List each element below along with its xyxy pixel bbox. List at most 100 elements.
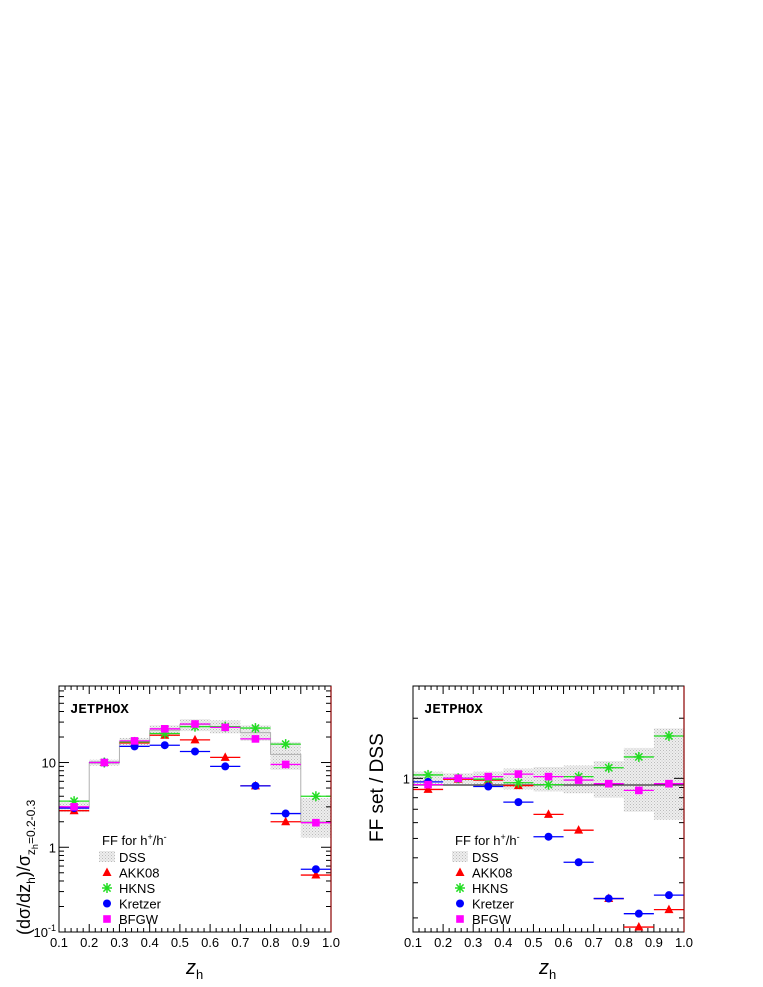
- left-y-tick-label: 10: [42, 756, 56, 771]
- right-x-tick-label: 0.7: [585, 935, 603, 950]
- right-kretzer-point: [634, 909, 643, 918]
- left-annotation: JETPHOX: [70, 702, 129, 718]
- right-akk08-point: [544, 809, 553, 818]
- left-y-tick-label: 10-1: [34, 923, 56, 940]
- right-x-axis-label: zh: [538, 957, 556, 982]
- right-bfgw-point: [454, 774, 462, 783]
- right-legend-label: AKK08: [472, 866, 512, 881]
- right-x-tick-label: 0.2: [434, 935, 452, 950]
- left-legend-swatch-akk08: [102, 867, 112, 876]
- left-legend-label: HKNS: [119, 881, 155, 896]
- left-hkns-point: [310, 791, 321, 802]
- right-hkns-point: [603, 762, 614, 773]
- left-y-tick-label: 1: [49, 840, 56, 855]
- left-x-tick-label: 0.5: [171, 935, 189, 950]
- right-bfgw-point: [635, 786, 643, 795]
- left-kretzer-point: [281, 809, 290, 818]
- right-x-tick-label: 0.3: [464, 935, 482, 950]
- left-bfgw-point: [221, 723, 230, 732]
- right-x-tick-label: 0.6: [555, 935, 573, 950]
- right-legend-label: Kretzer: [472, 897, 515, 912]
- right-x-tick-label: 0.5: [524, 935, 542, 950]
- left-x-tick-label: 0.8: [262, 935, 280, 950]
- right-hkns-point: [513, 777, 524, 788]
- right-data-markers: [413, 730, 684, 931]
- left-legend-label: Kretzer: [119, 897, 162, 912]
- right-bfgw-point: [484, 772, 493, 781]
- right-hkns-point: [633, 751, 644, 762]
- left-data-markers: [59, 720, 331, 879]
- right-kretzer-point: [484, 782, 493, 791]
- left-akk08-point: [281, 816, 291, 826]
- right-x-tick-label: 0.1: [404, 935, 422, 950]
- left-bfgw-point: [70, 803, 78, 811]
- right-x-tick-label: 0.9: [645, 935, 663, 950]
- left-bfgw-point: [312, 818, 320, 827]
- left-x-tick-label: 0.3: [110, 935, 128, 950]
- right-akk08-point: [423, 784, 433, 793]
- left-bfgw-point: [100, 758, 109, 767]
- left-akk08-point: [190, 734, 200, 744]
- right-bfgw-point: [574, 776, 583, 784]
- left-x-tick-label: 0.7: [231, 935, 249, 950]
- left-hkns-point: [280, 739, 291, 750]
- left-akk08-point: [220, 752, 230, 761]
- left-bfgw-point: [191, 720, 199, 728]
- right-x-tick-label: 1.0: [675, 935, 693, 950]
- left-akk08-point: [311, 870, 321, 879]
- left-band-bin: [300, 798, 331, 838]
- left-x-tick-label: 0.1: [50, 935, 68, 950]
- left-legend-swatch-bfgw: [103, 915, 111, 923]
- left-kretzer-point: [191, 747, 199, 756]
- right-y-axis-label: FF set / DSS: [367, 733, 388, 842]
- left-legend-label: BFGW: [119, 912, 159, 927]
- left-y-axis-label: (dσ/dzh)/σzh=0.2-0.3: [14, 799, 40, 935]
- left-x-tick-label: 0.4: [141, 935, 159, 950]
- right-kretzer-point: [574, 858, 583, 867]
- left-x-axis-label: zh: [185, 957, 203, 982]
- left-legend-swatch-kretzer: [103, 899, 111, 908]
- right-akk08-point: [574, 825, 584, 834]
- left-bfgw-point: [251, 735, 260, 743]
- left-bfgw-point: [160, 725, 169, 733]
- left-kretzer-point: [160, 741, 169, 750]
- right-kretzer-point: [544, 832, 553, 841]
- left-x-tick-label: 1.0: [322, 935, 340, 950]
- left-legend-swatch-dss: [99, 851, 115, 862]
- left-legend-label: DSS: [119, 850, 146, 865]
- right-bfgw-point: [544, 772, 553, 781]
- right-hkns-point: [543, 779, 554, 790]
- right-legend-label: HKNS: [472, 881, 508, 896]
- left-x-tick-label: 0.2: [80, 935, 98, 950]
- right-x-tick-label: 0.4: [494, 935, 512, 950]
- right-y-ticks: 1: [403, 717, 684, 919]
- right-band-bin: [653, 728, 684, 820]
- right-y-tick-label: 1: [403, 771, 410, 786]
- right-bfgw-point: [514, 770, 523, 778]
- left-bfgw-point: [281, 760, 290, 769]
- right-chart-panel: 0.1 0.2 0.3 0.4 0.5 0.6 0.7 0.8 0.9 1.0 1 JETPHOX…: [367, 685, 693, 982]
- left-kretzer-point: [221, 762, 230, 771]
- left-bfgw-point: [130, 737, 139, 745]
- right-legend-swatch-hkns: [455, 883, 465, 893]
- right-kretzer-point: [514, 798, 523, 807]
- left-hkns-point: [250, 723, 261, 734]
- right-legend-label: DSS: [472, 850, 499, 865]
- right-akk08-point: [634, 922, 644, 931]
- right-kretzer-point: [604, 894, 613, 903]
- left-x-tick-label: 0.9: [292, 935, 310, 950]
- right-akk08-point: [664, 904, 674, 914]
- right-bfgw-point: [665, 779, 673, 788]
- right-bfgw-point: [424, 780, 432, 789]
- right-x-tick-label: 0.8: [615, 935, 633, 950]
- right-annotation: JETPHOX: [424, 702, 483, 718]
- right-legend-swatch-kretzer: [456, 899, 464, 908]
- left-legend-swatch-hkns: [102, 883, 112, 893]
- left-kretzer-point: [311, 865, 320, 874]
- right-legend-swatch-akk08: [455, 867, 465, 876]
- right-legend-label: BFGW: [472, 912, 512, 927]
- right-hkns-point: [663, 730, 674, 741]
